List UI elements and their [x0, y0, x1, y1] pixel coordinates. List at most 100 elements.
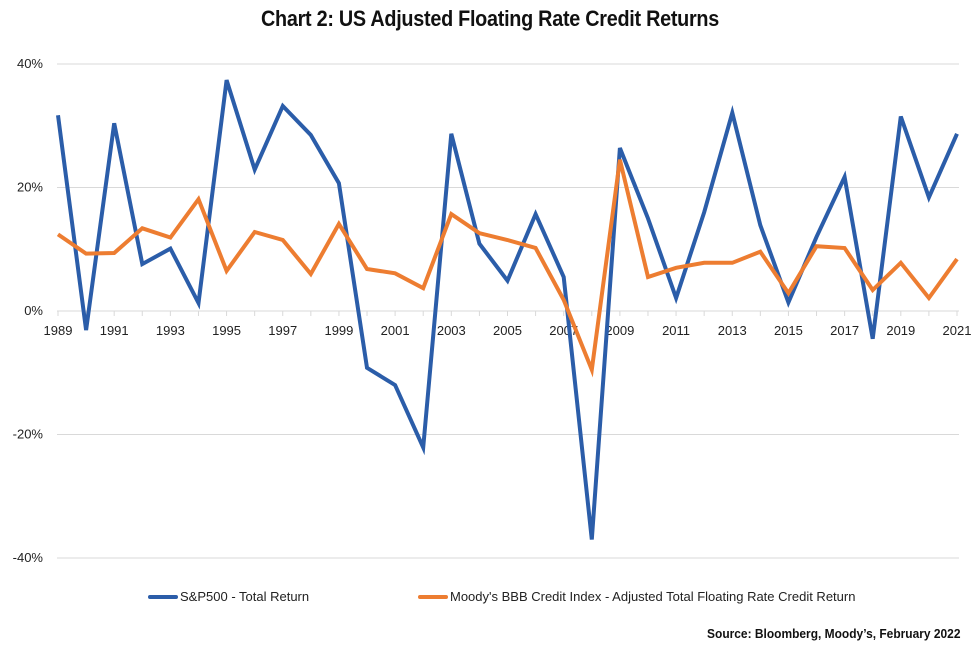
data-point — [506, 279, 510, 283]
x-tick-label: 2003 — [437, 323, 466, 338]
legend-item-sp500: S&P500 - Total Return — [148, 589, 309, 604]
data-point — [84, 328, 88, 332]
x-tick-label: 2001 — [381, 323, 410, 338]
data-point — [421, 445, 425, 449]
data-point — [871, 288, 875, 292]
legend-label-sp500: S&P500 - Total Return — [180, 589, 310, 604]
data-point — [393, 271, 397, 275]
data-point — [337, 222, 341, 226]
data-point — [365, 366, 369, 370]
y-tick-label: 0% — [24, 303, 43, 318]
data-point — [618, 146, 622, 150]
source-note: Source: Bloomberg, Moody’s, February 202… — [706, 626, 960, 641]
data-point — [758, 223, 762, 227]
y-tick-label: 40% — [17, 56, 43, 71]
series-lines — [56, 78, 959, 541]
data-point — [702, 261, 706, 265]
data-point — [84, 252, 88, 256]
data-point — [449, 212, 453, 216]
data-point — [843, 175, 847, 179]
data-point — [562, 298, 566, 302]
data-point — [955, 132, 959, 136]
data-point — [506, 238, 510, 242]
data-point — [618, 158, 622, 162]
data-point — [140, 262, 144, 266]
data-point — [337, 181, 341, 185]
data-point — [281, 238, 285, 242]
data-point — [253, 168, 257, 172]
data-point — [562, 275, 566, 279]
data-point — [477, 231, 481, 235]
series-line-moodys — [56, 159, 959, 378]
data-point — [955, 257, 959, 261]
data-point — [674, 266, 678, 270]
data-point — [253, 230, 257, 234]
data-point — [815, 244, 819, 248]
data-point — [168, 236, 172, 240]
data-point — [421, 286, 425, 290]
data-point — [786, 300, 790, 304]
y-tick-label: -40% — [13, 550, 44, 565]
data-point — [196, 197, 200, 201]
x-tick-label: 2009 — [605, 323, 634, 338]
data-point — [927, 195, 931, 199]
data-point — [871, 337, 875, 341]
x-tick-label: 1993 — [156, 323, 185, 338]
legend-item-moodys: Moody's BBB Credit Index - Adjusted Tota… — [418, 589, 855, 604]
data-point — [786, 291, 790, 295]
data-point — [590, 368, 594, 372]
legend-label-moodys: Moody's BBB Credit Index - Adjusted Tota… — [450, 589, 856, 604]
data-point — [646, 275, 650, 279]
data-point — [730, 261, 734, 265]
gridlines — [57, 63, 959, 559]
data-point — [477, 242, 481, 246]
data-point — [646, 216, 650, 220]
data-point — [56, 232, 60, 236]
data-point — [449, 132, 453, 136]
x-tick-label: 2005 — [493, 323, 522, 338]
data-point — [56, 113, 60, 117]
data-point — [225, 78, 229, 82]
data-point — [843, 246, 847, 250]
data-point — [674, 296, 678, 300]
x-tick-label: 2021 — [943, 323, 972, 338]
y-tick-label: -20% — [13, 427, 44, 442]
legend-swatch-moodys — [418, 594, 448, 599]
legend-swatch-sp500 — [148, 594, 178, 599]
data-point — [225, 269, 229, 273]
data-point — [534, 246, 538, 250]
data-point — [730, 111, 734, 115]
data-point — [196, 301, 200, 305]
data-point — [365, 267, 369, 271]
data-point — [393, 383, 397, 387]
data-point — [899, 261, 903, 265]
x-tick-label: 1995 — [212, 323, 241, 338]
data-point — [309, 133, 313, 137]
data-point — [590, 537, 594, 541]
x-tick-label: 2011 — [662, 323, 690, 338]
data-point — [899, 114, 903, 118]
x-tick-label: 2017 — [830, 323, 859, 338]
x-tick-label: 1999 — [324, 323, 353, 338]
data-point — [309, 272, 313, 276]
data-point — [927, 296, 931, 300]
data-point — [140, 226, 144, 230]
data-point — [758, 250, 762, 254]
x-tick-label: 1991 — [100, 323, 129, 338]
data-point — [702, 210, 706, 214]
x-tick-label: 2013 — [718, 323, 747, 338]
data-point — [112, 121, 116, 125]
x-tick-label: 2015 — [774, 323, 803, 338]
x-tick-label: 2019 — [886, 323, 915, 338]
series-points-sp500 — [56, 78, 959, 541]
series-points-moodys — [56, 158, 959, 372]
data-point — [168, 247, 172, 251]
chart-title: Chart 2: US Adjusted Floating Rate Credi… — [261, 6, 719, 31]
data-point — [815, 235, 819, 239]
x-tick-label: 1997 — [268, 323, 297, 338]
data-point — [534, 212, 538, 216]
x-axis-tick-labels: 1989 1991 1993 1995 1997 1999 2001 2003 2005 2007… — [44, 323, 972, 338]
y-tick-label: 20% — [17, 180, 43, 195]
data-point — [281, 104, 285, 108]
